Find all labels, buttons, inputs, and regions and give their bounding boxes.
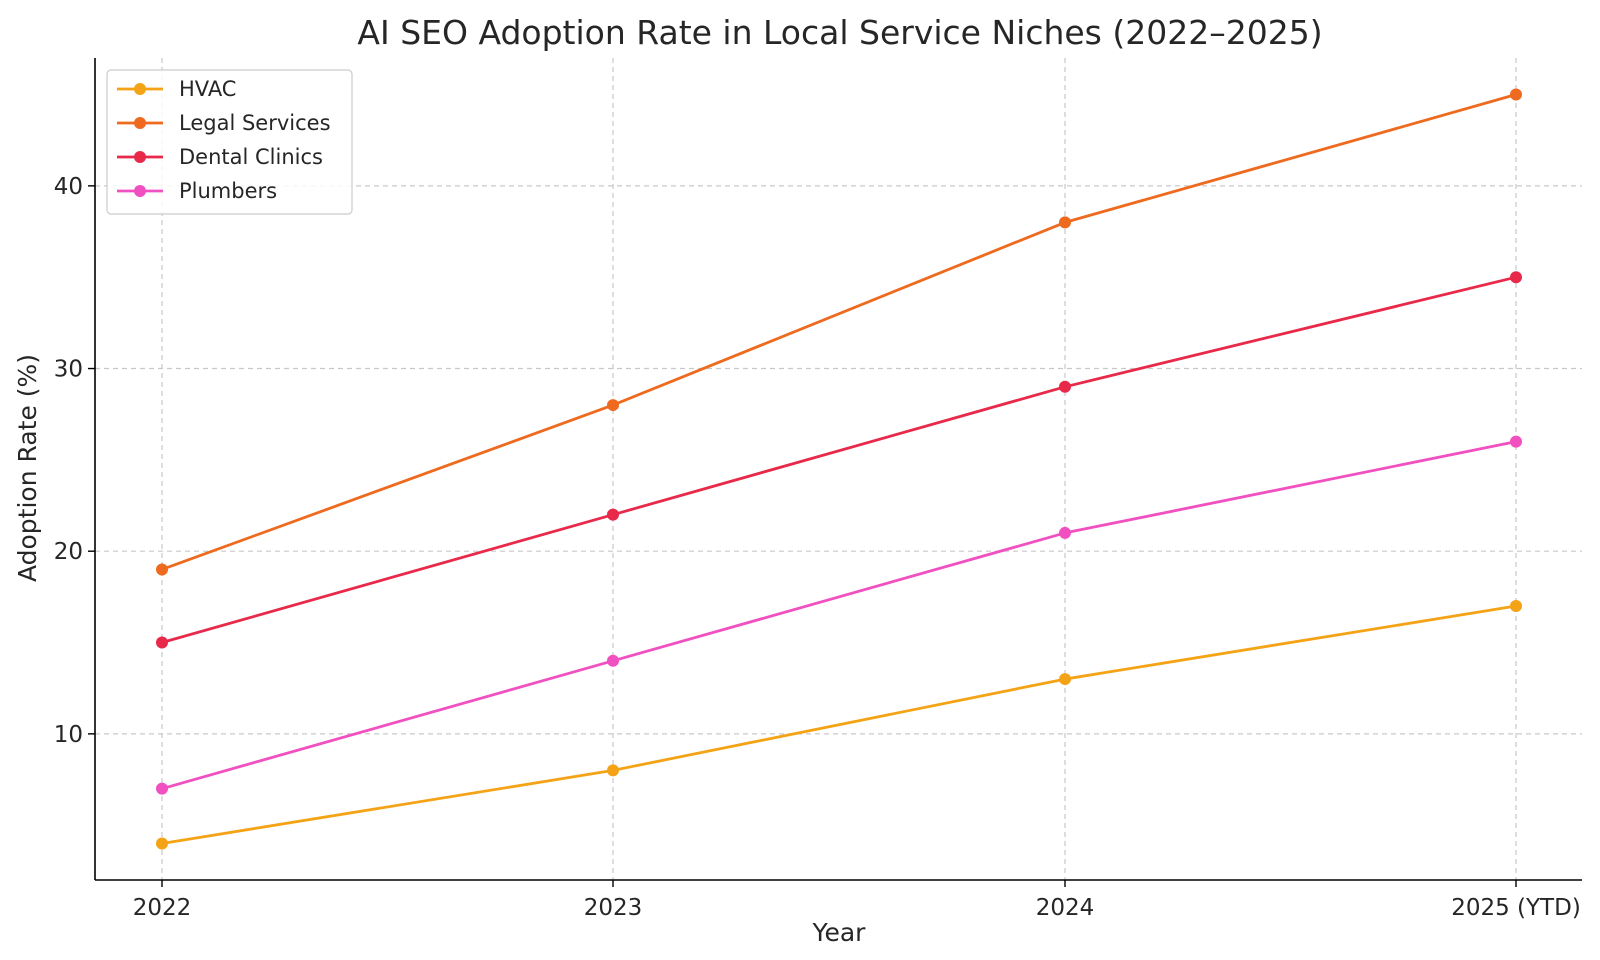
- series-line-dental-clinics: [161, 275, 1517, 644]
- y-axis-label: Adoption Rate (%): [13, 354, 42, 582]
- y-tick-label: 40: [54, 174, 83, 200]
- data-point-dental-clinics: [1059, 380, 1071, 393]
- x-tick-label: 2023: [584, 895, 643, 921]
- x-tick-label: 2025 (YTD): [1451, 895, 1581, 921]
- data-point-dental-clinics: [156, 636, 168, 649]
- legend: HVAC Legal Services Dental Clinics Plumbers: [106, 69, 353, 215]
- series-plumbers: [156, 435, 1522, 795]
- legend-label: Legal Services: [179, 111, 331, 135]
- chart-title: AI SEO Adoption Rate in Local Service Ni…: [357, 13, 1322, 52]
- x-axis-label: Year: [812, 918, 867, 947]
- data-point-plumbers: [1059, 526, 1071, 539]
- data-point-plumbers: [607, 654, 619, 667]
- legend-item-dental-clinics: Dental Clinics: [117, 145, 323, 169]
- data-point-dental-clinics: [1510, 271, 1522, 284]
- data-point-legal-services: [1510, 88, 1522, 101]
- legend-swatch-marker: [134, 151, 146, 163]
- x-tick-label: 2022: [133, 895, 192, 921]
- series-hvac: [156, 600, 1522, 850]
- data-point-plumbers: [156, 782, 168, 795]
- legend-item-hvac: HVAC: [117, 77, 236, 101]
- data-point-hvac: [607, 764, 619, 777]
- data-point-legal-services: [156, 563, 168, 576]
- x-tick-label: 2024: [1036, 895, 1095, 921]
- legend-label: Dental Clinics: [179, 145, 323, 169]
- legend-label: HVAC: [179, 77, 236, 101]
- legend-label: Plumbers: [179, 179, 277, 203]
- data-point-legal-services: [607, 399, 619, 412]
- y-tick-label: 20: [54, 539, 83, 565]
- series-dental-clinics: [156, 271, 1522, 649]
- data-point-hvac: [156, 837, 168, 850]
- y-tick-label: 10: [54, 722, 83, 748]
- series-legal-services: [156, 88, 1522, 576]
- y-tick-label: 30: [54, 357, 83, 383]
- legend-swatch-marker: [134, 83, 146, 95]
- series-line-hvac: [161, 604, 1517, 845]
- legend-item-legal-services: Legal Services: [117, 111, 331, 135]
- data-point-hvac: [1510, 600, 1522, 612]
- legend-swatch-marker: [134, 185, 146, 197]
- legend-box: [106, 69, 353, 215]
- legend-item-plumbers: Plumbers: [117, 179, 277, 203]
- axes: 2022 2023 2024 2025 (YTD) 10 20 30 40: [54, 58, 1582, 921]
- data-point-legal-services: [1059, 216, 1071, 229]
- legend-swatch-marker: [134, 117, 146, 129]
- series-group: [156, 88, 1522, 850]
- data-point-dental-clinics: [607, 508, 619, 521]
- data-point-plumbers: [1510, 435, 1522, 448]
- series-line-plumbers: [161, 440, 1517, 791]
- data-point-hvac: [1059, 673, 1071, 686]
- series-line-legal-services: [161, 93, 1517, 571]
